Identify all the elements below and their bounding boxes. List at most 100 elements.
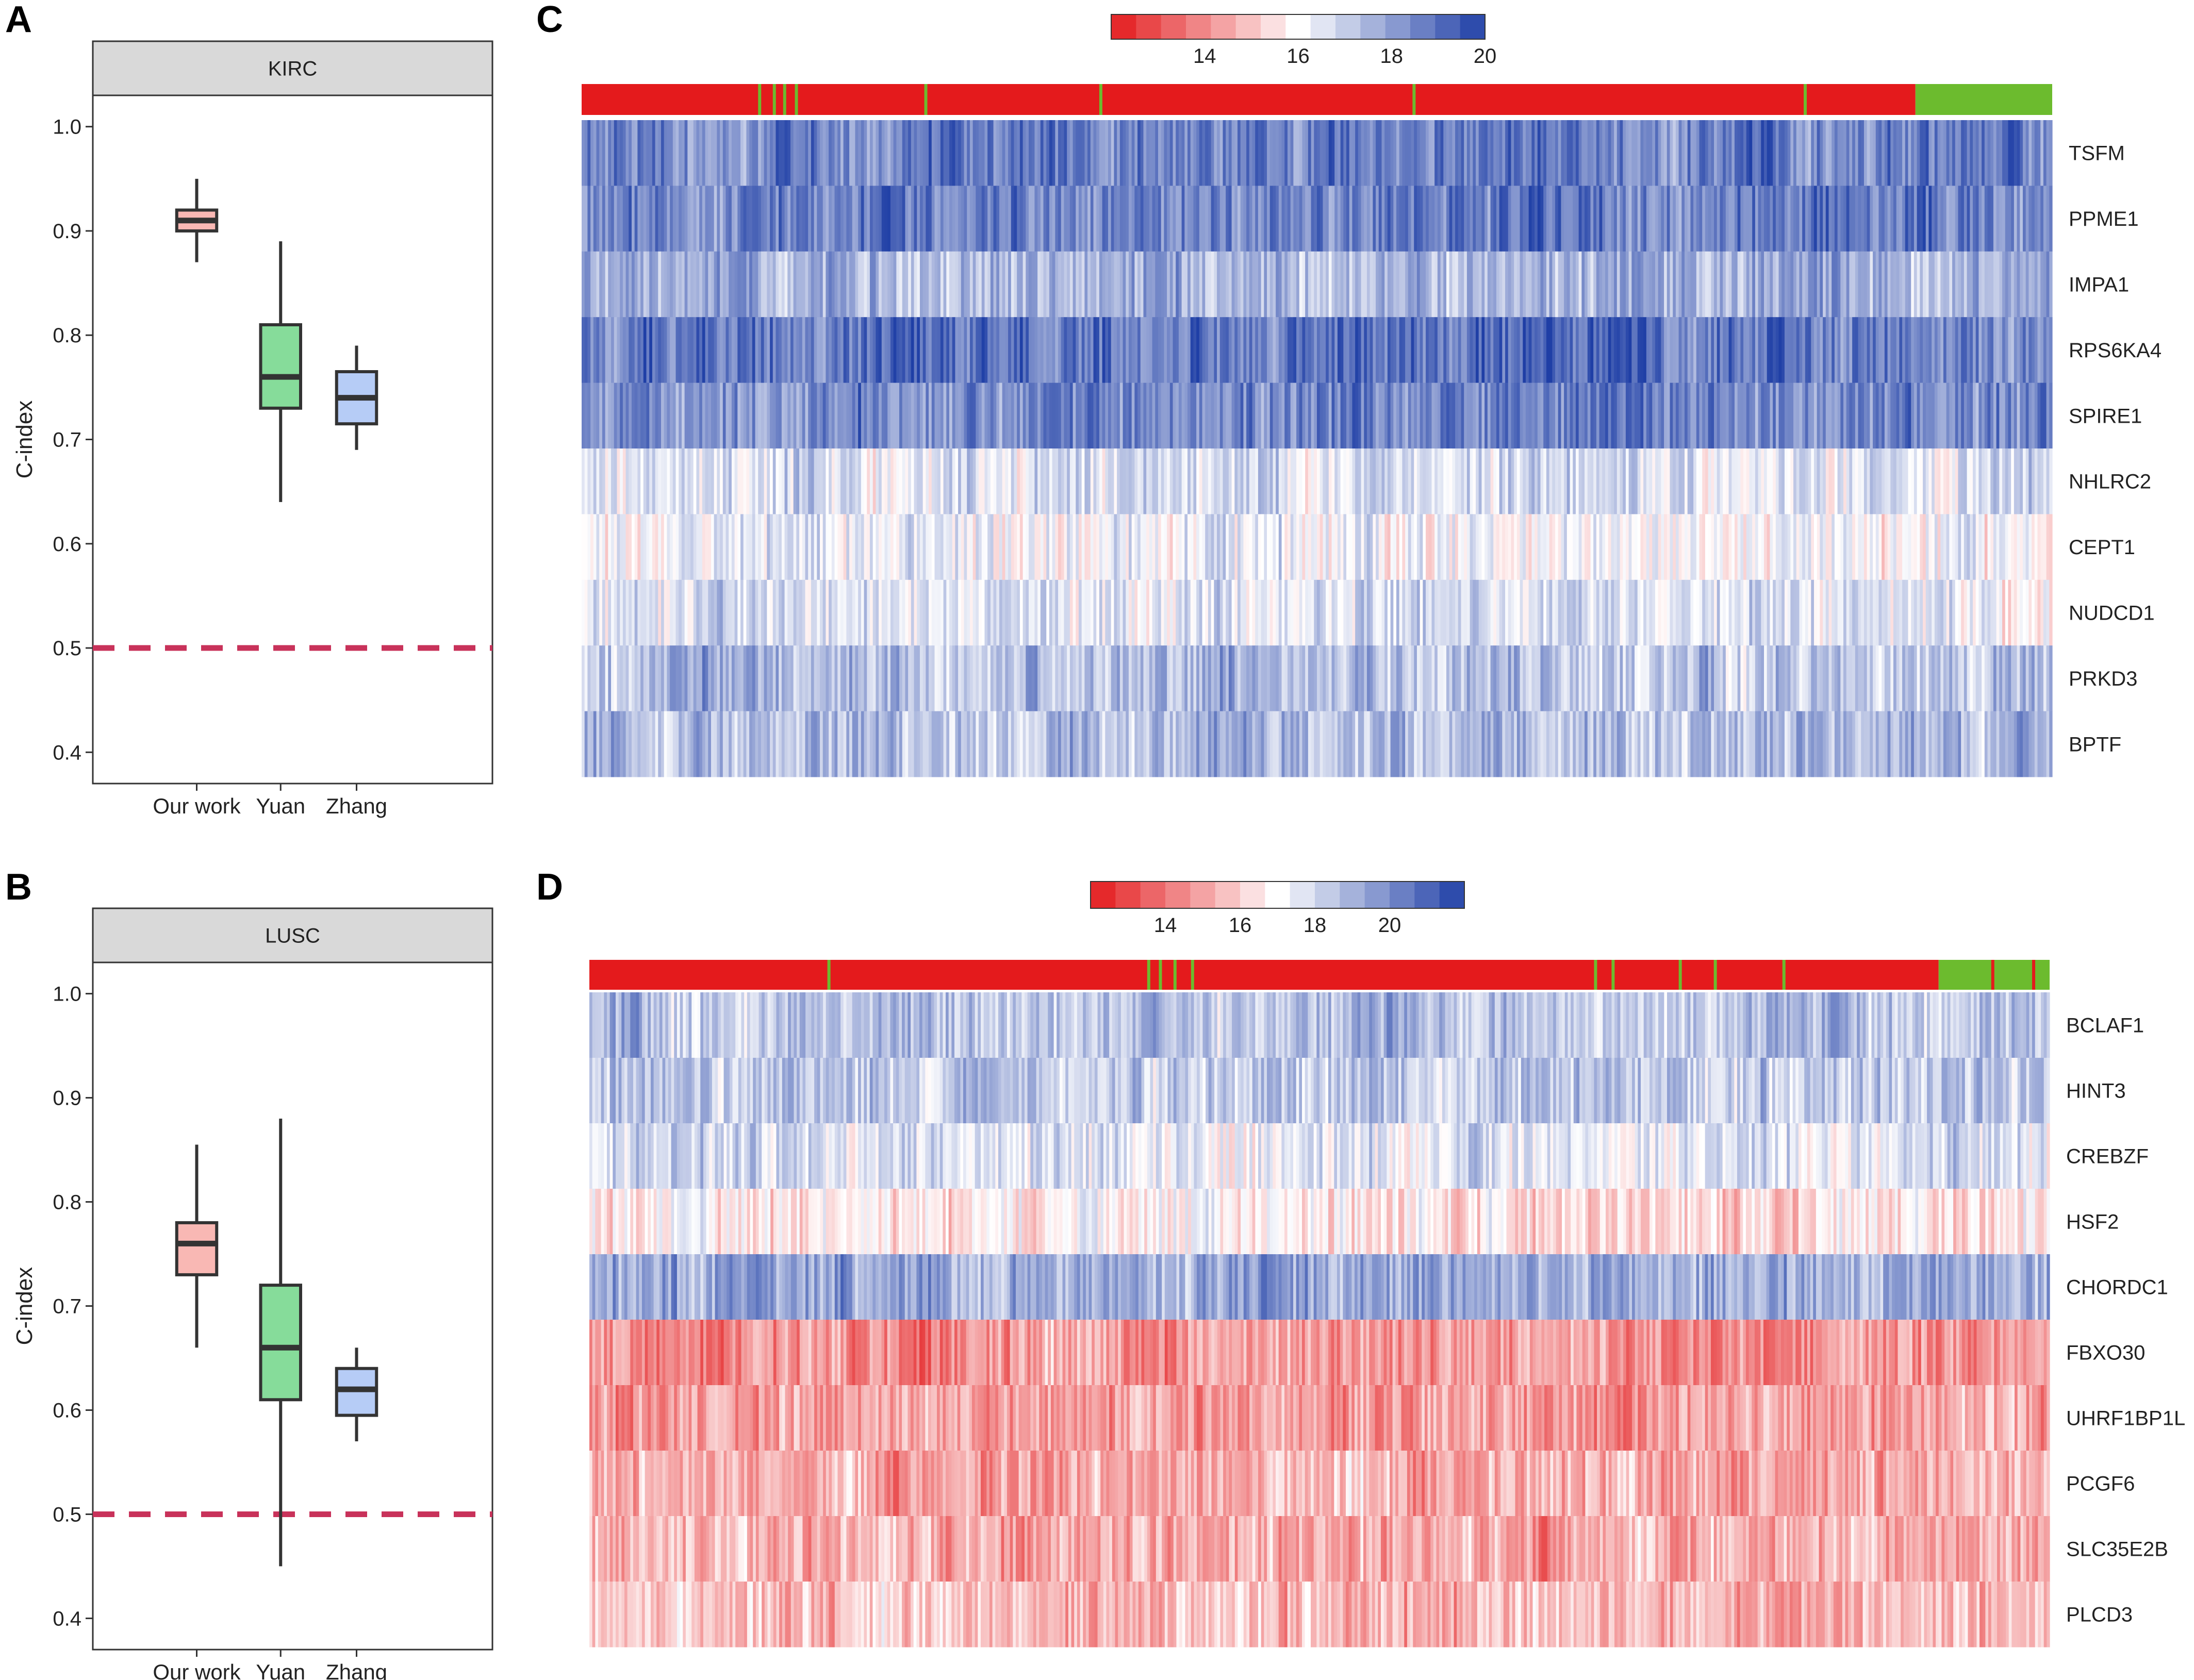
heat-cell: [1717, 382, 1721, 449]
heat-cell: [1975, 579, 1979, 646]
heat-cell: [1911, 448, 1915, 514]
heat-cell: [1319, 382, 1324, 449]
heat-cell: [1323, 645, 1326, 712]
group-bar-green-mark: [924, 84, 928, 115]
heat-cell: [1685, 382, 1688, 449]
heat-cell: [1423, 579, 1426, 646]
heat-cell: [1167, 251, 1170, 318]
heat-cell: [1570, 186, 1573, 252]
heat-cell: [1058, 448, 1062, 514]
heat-cell: [861, 120, 865, 186]
heat-cell: [1696, 579, 1700, 646]
heat-cell: [1578, 579, 1582, 646]
heat-cell: [1184, 711, 1188, 777]
heat-cell: [2028, 382, 2032, 449]
heat-cell: [1908, 120, 1911, 186]
heat-cell: [1476, 317, 1479, 384]
heat-cell: [708, 382, 712, 449]
heat-cell: [1696, 317, 1700, 384]
heat-cell: [861, 645, 865, 712]
heat-cell: [1102, 711, 1106, 777]
heat-cell: [1346, 448, 1350, 514]
heat-cell: [1005, 645, 1009, 712]
heat-cell: [864, 382, 867, 449]
heat-cell: [643, 382, 647, 449]
heat-cell: [622, 251, 626, 318]
heat-cell: [1081, 711, 1085, 777]
heat-cell: [1226, 186, 1229, 252]
row-label: CEPT1: [2069, 536, 2135, 559]
heat-cell: [1555, 382, 1559, 449]
heat-cell: [708, 120, 712, 186]
heat-cell: [1140, 120, 1144, 186]
heat-cell: [2014, 448, 2018, 514]
heat-cell: [605, 514, 608, 580]
heat-cell: [1561, 448, 1564, 514]
heat-cell: [1705, 514, 1709, 580]
heat-cell: [1269, 382, 1274, 449]
heat-cell: [937, 514, 941, 580]
heat-cell: [631, 186, 635, 252]
heat-cell: [979, 251, 982, 318]
heat-cell: [908, 251, 912, 318]
heat-cell: [1984, 317, 1988, 384]
heat-cell: [1014, 251, 1017, 318]
heat-cell: [637, 251, 641, 318]
heat-cell: [1635, 186, 1638, 252]
heat-cell: [1346, 514, 1350, 580]
heat-cell: [1520, 251, 1523, 318]
heat-cell: [1566, 317, 1571, 384]
heat-cell: [902, 251, 906, 318]
heat-cell: [931, 448, 935, 514]
heat-cell: [625, 120, 629, 186]
heat-cell: [1008, 514, 1012, 580]
heat-cell: [1725, 317, 1729, 384]
heat-cell: [1813, 251, 1818, 318]
heat-cell: [1128, 448, 1132, 514]
heat-cell: [922, 317, 926, 384]
heat-cell: [1949, 645, 1953, 712]
heat-cell: [787, 645, 791, 712]
heat-cell: [1852, 579, 1856, 646]
heat-cell: [1208, 448, 1212, 514]
heat-cell: [1067, 186, 1070, 252]
heat-cell: [637, 514, 641, 580]
heat-cell: [1958, 448, 1961, 514]
heat-cell: [1775, 382, 1779, 449]
heat-cell: [1696, 251, 1700, 318]
heat-cell: [1184, 382, 1188, 449]
heat-cell: [1278, 448, 1282, 514]
heat-cell: [1620, 317, 1623, 384]
heat-cell: [799, 251, 803, 318]
heat-cell: [1516, 711, 1521, 777]
heat-cell: [796, 645, 800, 712]
heat-cell: [1578, 645, 1582, 712]
heat-cell: [1064, 186, 1067, 252]
heat-cell: [1546, 251, 1550, 318]
heat-cell: [1702, 514, 1706, 580]
heat-cell: [1523, 186, 1526, 252]
heat-cell: [1602, 711, 1606, 777]
heat-cell: [1728, 448, 1732, 514]
heat-cell: [1217, 186, 1220, 252]
heat-cell: [1863, 251, 1868, 318]
heat-cell: [1381, 448, 1385, 514]
heat-cell: [740, 514, 744, 580]
heat-cell: [1978, 382, 1982, 449]
heat-cell: [1428, 711, 1432, 777]
heat-cell: [658, 120, 662, 186]
heat-cell: [834, 382, 838, 449]
heat-cell: [1226, 382, 1229, 449]
heat-cell: [1181, 514, 1185, 580]
heat-cell: [1246, 645, 1250, 712]
heat-cell: [1946, 382, 1950, 449]
heat-cell: [926, 514, 929, 580]
heat-cell: [1319, 645, 1324, 712]
heat-cell: [1290, 382, 1294, 449]
heat-cell: [752, 579, 756, 646]
heat-cell: [1564, 120, 1568, 186]
heat-cell: [869, 711, 873, 777]
heat-cell: [1793, 251, 1797, 318]
heat-cell: [1184, 579, 1188, 646]
heat-cell: [1593, 120, 1597, 186]
